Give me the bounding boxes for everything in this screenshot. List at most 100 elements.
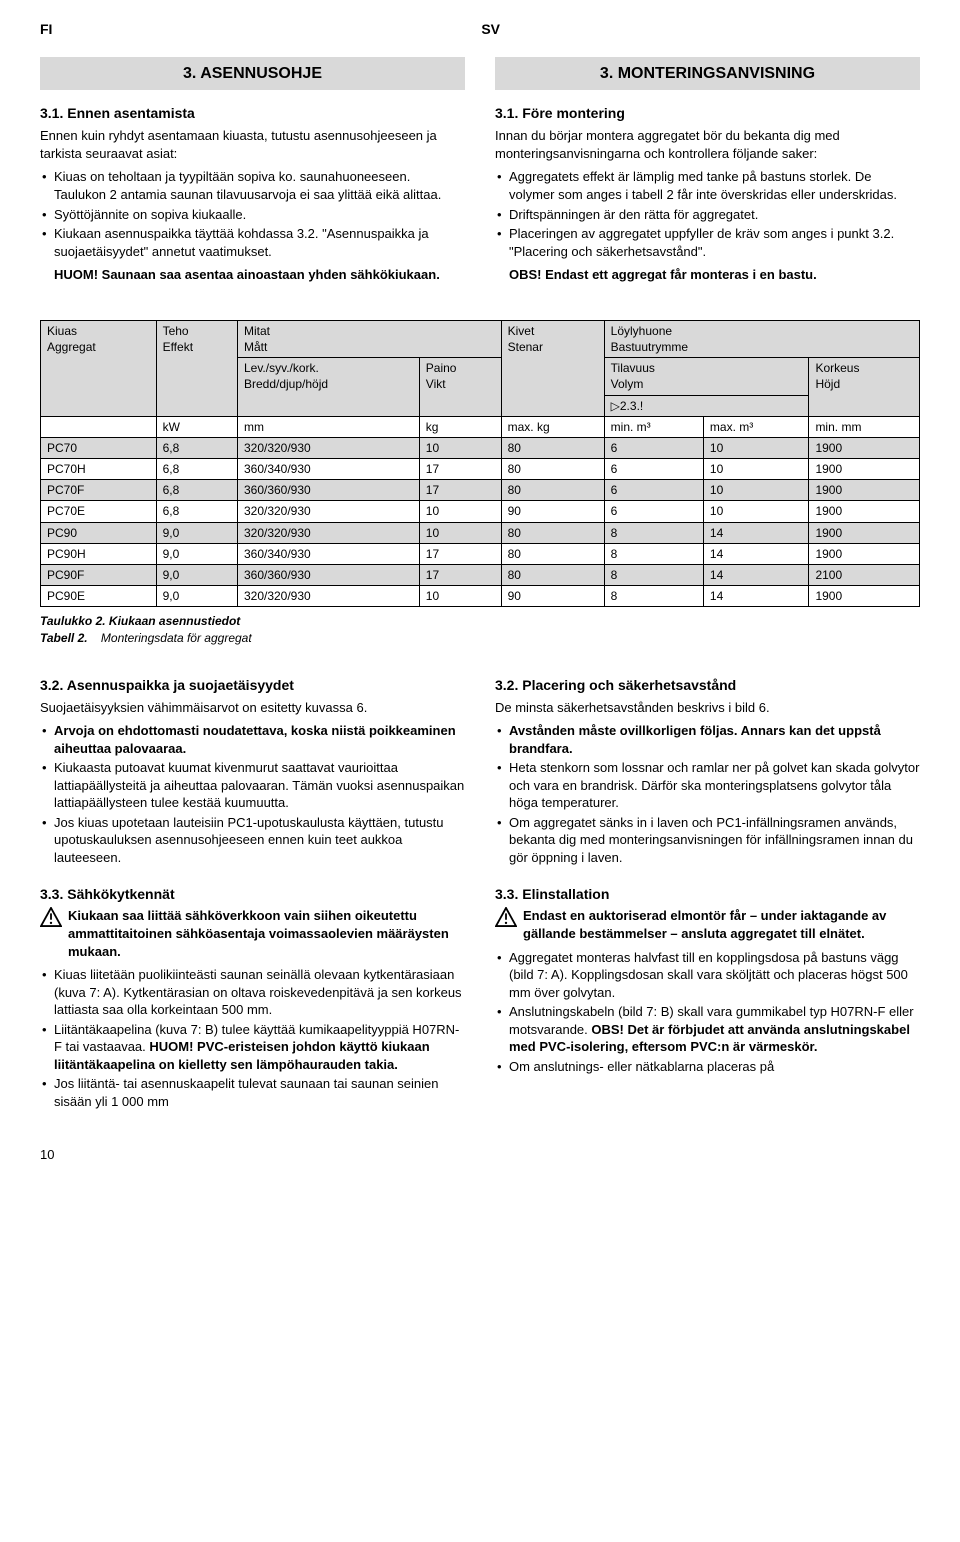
table-cell: 10: [703, 459, 809, 480]
table-cell: 17: [419, 543, 501, 564]
page-number: 10: [40, 1146, 920, 1164]
table-cell: PC70H: [41, 459, 157, 480]
table-cell: 80: [501, 522, 604, 543]
unit: max. m³: [703, 416, 809, 437]
table-cell: 14: [703, 565, 809, 586]
list-item: Syöttöjännite on sopiva kiukaalle.: [40, 206, 465, 224]
table-cell: 10: [419, 501, 501, 522]
table-cell: 9,0: [156, 565, 237, 586]
sec31-list-fi: Kiuas on teholtaan ja tyypiltään sopiva …: [40, 168, 465, 260]
unit: kW: [156, 416, 237, 437]
sec32-p-sv: De minsta säkerhetsavstånden beskrivs i …: [495, 699, 920, 717]
unit: [41, 416, 157, 437]
table-row: PC909,0320/320/93010808141900: [41, 522, 920, 543]
table-cell: 360/340/930: [237, 459, 419, 480]
table-cell: 6: [604, 459, 703, 480]
table-cell: 1900: [809, 459, 920, 480]
section-3-1: 3. ASENNUSOHJE 3.1. Ennen asentamista En…: [40, 57, 920, 290]
list-item: Heta stenkorn som lossnar och ramlar ner…: [495, 759, 920, 812]
sec32-title-sv: 3.2. Placering och säkerhetsavstånd: [495, 676, 920, 695]
table-row: PC70H6,8360/340/93017806101900: [41, 459, 920, 480]
table-cell: PC90H: [41, 543, 157, 564]
heading-sv: 3. MONTERINGSANVISNING: [495, 57, 920, 91]
table-cell: PC70: [41, 437, 157, 458]
table-cell: 6: [604, 501, 703, 522]
table-cell: 9,0: [156, 522, 237, 543]
table-cell: 9,0: [156, 586, 237, 607]
table-cell: 80: [501, 480, 604, 501]
heading-fi: 3. ASENNUSOHJE: [40, 57, 465, 91]
list-item: Om aggregatet sänks in i laven och PC1-i…: [495, 814, 920, 867]
table-row: PC90H9,0360/340/93017808141900: [41, 543, 920, 564]
table-cell: PC70E: [41, 501, 157, 522]
th-volume: Tilavuus Volym: [604, 358, 809, 395]
table-cell: 6,8: [156, 437, 237, 458]
th-room: Löylyhuone Bastuutrymme: [604, 320, 919, 357]
table-row: PC90E9,0320/320/93010908141900: [41, 586, 920, 607]
list-item: Driftspänningen är den rätta för aggrega…: [495, 206, 920, 224]
warn-text-fi: Kiukaan saa liittää sähköverkkoon vain s…: [68, 907, 465, 960]
language-labels: FI SV: [40, 20, 920, 39]
label-sv: SV: [481, 20, 500, 39]
table-cell: 6: [604, 480, 703, 501]
table-cell: 8: [604, 586, 703, 607]
th-dims: Mitat Mått: [237, 320, 501, 357]
table-cell: 10: [703, 480, 809, 501]
col-fi-bottom: 3.2. Asennuspaikka ja suojaetäisyydet Su…: [40, 676, 465, 1117]
table-cell: 8: [604, 543, 703, 564]
unit: mm: [237, 416, 419, 437]
table-cell: PC90E: [41, 586, 157, 607]
table-cell: PC70F: [41, 480, 157, 501]
sec31-note-sv: OBS! Endast ett aggregat får monteras i …: [495, 266, 920, 284]
table-cell: 320/320/930: [237, 437, 419, 458]
table-cell: 17: [419, 459, 501, 480]
table-cell: 90: [501, 501, 604, 522]
list-item: Kiukaan asennuspaikka täyttää kohdassa 3…: [40, 225, 465, 260]
table-cell: 360/360/930: [237, 565, 419, 586]
table-cell: 6,8: [156, 501, 237, 522]
col-sv-bottom: 3.2. Placering och säkerhetsavstånd De m…: [495, 676, 920, 1117]
table-cell: 80: [501, 543, 604, 564]
th-power: Teho Effekt: [156, 320, 237, 416]
list-item: Avstånden måste ovillkorligen följas. An…: [495, 722, 920, 757]
table-cell: PC90F: [41, 565, 157, 586]
table-cell: 14: [703, 586, 809, 607]
table-cell: 6,8: [156, 459, 237, 480]
unit: max. kg: [501, 416, 604, 437]
sec31-title-sv: 3.1. Före montering: [495, 104, 920, 123]
table-cell: 320/320/930: [237, 586, 419, 607]
th-weight: Paino Vikt: [419, 358, 501, 417]
label-fi: FI: [40, 20, 52, 39]
th-model: Kiuas Aggregat: [41, 320, 157, 416]
table-cell: 10: [703, 501, 809, 522]
warning-sv: Endast en auktoriserad elmontör får – un…: [495, 907, 920, 948]
col-fi-31: 3. ASENNUSOHJE 3.1. Ennen asentamista En…: [40, 57, 465, 290]
sec32-list-fi: Arvoja on ehdottomasti noudatettava, kos…: [40, 722, 465, 866]
list-item: Kiuas liitetään puolikiinteästi saunan s…: [40, 966, 465, 1019]
list-item: Kiukaasta putoavat kuumat kivenmurut saa…: [40, 759, 465, 812]
sec32-p-fi: Suojaetäisyyksien vähimmäisarvot on esit…: [40, 699, 465, 717]
th-note: ▷2.3.!: [604, 395, 809, 416]
sec33-list-sv: Aggregatet monteras halvfast till en kop…: [495, 949, 920, 1076]
table-cell: 80: [501, 437, 604, 458]
table-cell: 320/320/930: [237, 522, 419, 543]
list-item: Placeringen av aggregatet uppfyller de k…: [495, 225, 920, 260]
table-cell: 8: [604, 522, 703, 543]
list-item: Arvoja on ehdottomasti noudatettava, kos…: [40, 722, 465, 757]
sec33-list-fi: Kiuas liitetään puolikiinteästi saunan s…: [40, 966, 465, 1110]
warn-text-sv: Endast en auktoriserad elmontör får – un…: [523, 907, 920, 942]
table-cell: 320/320/930: [237, 501, 419, 522]
sec33-title-sv: 3.3. Elinstallation: [495, 885, 920, 904]
table-cell: 1900: [809, 522, 920, 543]
sec33-title-fi: 3.3. Sähkökytkennät: [40, 885, 465, 904]
list-item: Anslutningskabeln (bild 7: B) skall vara…: [495, 1003, 920, 1056]
table-row: PC70F6,8360/360/93017806101900: [41, 480, 920, 501]
sec32-title-fi: 3.2. Asennuspaikka ja suojaetäisyydet: [40, 676, 465, 695]
table-cell: 1900: [809, 501, 920, 522]
table-cell: 80: [501, 565, 604, 586]
col-sv-31: 3. MONTERINGSANVISNING 3.1. Före monteri…: [495, 57, 920, 290]
list-item: Jos liitäntä- tai asennuskaapelit tuleva…: [40, 1075, 465, 1110]
table-cell: 10: [703, 437, 809, 458]
table-cell: 1900: [809, 586, 920, 607]
warning-icon: [495, 907, 517, 927]
